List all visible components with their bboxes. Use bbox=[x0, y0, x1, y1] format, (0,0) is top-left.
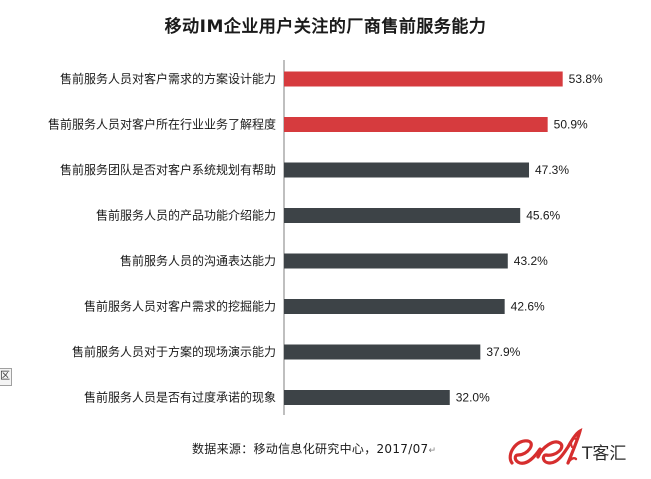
bars-layer: 售前服务人员对客户需求的方案设计能力 53.8% 售前服务人员对客户所在行业业务了解… bbox=[48, 71, 603, 405]
bar bbox=[284, 71, 563, 87]
value-label: 43.2% bbox=[514, 254, 548, 268]
bar bbox=[284, 344, 481, 360]
category-label: 售前服务人员对客户需求的方案设计能力 bbox=[60, 71, 276, 86]
bar bbox=[284, 117, 548, 132]
value-label: 47.3% bbox=[535, 163, 569, 177]
category-label: 售前服务人员对客户所在行业业务了解程度 bbox=[48, 117, 276, 132]
category-label: 售前服务人员是否有过度承诺的现象 bbox=[84, 390, 276, 405]
bar bbox=[284, 299, 505, 314]
chart-title: 移动IM企业用户关注的厂商售前服务能力 bbox=[164, 17, 487, 37]
ee-script-logo-icon: T客汇 bbox=[508, 428, 626, 465]
bar bbox=[284, 253, 508, 269]
category-label: 售前服务人员的沟通表达能力 bbox=[120, 253, 276, 268]
bar bbox=[284, 162, 530, 178]
value-label: 42.6% bbox=[511, 300, 545, 314]
category-label: 售前服务团队是否对客户系统规划有帮助 bbox=[60, 162, 276, 177]
value-label: 37.9% bbox=[486, 345, 520, 359]
source-note: 数据来源：移动信息化研究中心，2017/07↵ bbox=[192, 440, 436, 457]
category-label: 售前服务人员对于方案的现场演示能力 bbox=[72, 344, 276, 359]
paragraph-return-mark: ↵ bbox=[428, 446, 437, 456]
bar bbox=[284, 390, 450, 405]
value-label: 45.6% bbox=[526, 209, 560, 223]
bar bbox=[284, 208, 521, 223]
value-label: 32.0% bbox=[456, 391, 490, 405]
category-label: 售前服务人员对客户需求的挖掘能力 bbox=[84, 299, 276, 314]
page-edge-fragment: 区 bbox=[0, 368, 12, 386]
logo-text: T客汇 bbox=[581, 444, 626, 464]
category-label: 售前服务人员的产品功能介绍能力 bbox=[96, 208, 276, 223]
value-label: 50.9% bbox=[554, 118, 588, 132]
source-text: 数据来源：移动信息化研究中心，2017/07 bbox=[192, 442, 429, 456]
t-kehui-logo: T客汇 bbox=[506, 425, 646, 473]
value-label: 53.8% bbox=[569, 72, 603, 86]
